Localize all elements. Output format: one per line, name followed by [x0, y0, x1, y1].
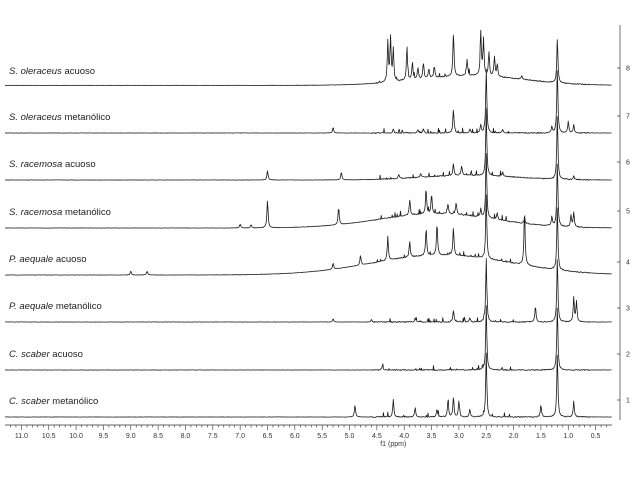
- spectrum-trace: [5, 108, 612, 181]
- x-axis-tick-label: 3.0: [454, 433, 464, 440]
- spectrum-extract: acuoso: [50, 349, 83, 360]
- spectrum-trace: [4, 352, 612, 418]
- spectrum-label: C. scaber metanólico: [9, 396, 98, 407]
- right-axis-tick-label: 2: [626, 352, 630, 359]
- x-axis-tick-label: 10.5: [42, 433, 56, 440]
- spectrum-species: P. aequale: [9, 301, 53, 312]
- spectrum-label: S. racemosa metanólico: [9, 207, 111, 218]
- x-axis-tick-label: 7.0: [235, 433, 245, 440]
- spectrum-extract: acuoso: [62, 159, 95, 170]
- spectrum-extract: metanólico: [62, 112, 111, 123]
- spectrum-species: C. scaber: [9, 349, 50, 360]
- x-axis-tick-label: 4.5: [372, 433, 382, 440]
- x-axis-tick-label: 4.0: [399, 433, 409, 440]
- spectrum-extract: metanólico: [53, 301, 102, 312]
- spectrum-trace: [4, 68, 612, 134]
- spectrum-species: S. oleraceus: [9, 112, 62, 123]
- right-axis-tick-label: 6: [626, 160, 630, 167]
- x-axis-tick-label: 8.0: [181, 433, 191, 440]
- x-axis-tick-label: 11.0: [15, 433, 28, 440]
- right-axis-tick-label: 5: [626, 209, 630, 216]
- x-axis-tick-label: 5.5: [317, 433, 327, 440]
- x-axis-tick-label: 1.0: [563, 433, 573, 440]
- x-axis-tick-label: 9.5: [99, 433, 109, 440]
- x-axis: 11.0 10.5 10.0 9.5 9.0 8.5 8.0 7.5 7.0 6.5 6.0 5.5 5…: [5, 424, 612, 440]
- spectrum-label: P. aequale metanólico: [9, 301, 102, 312]
- x-axis-tick-label: 2.5: [481, 433, 491, 440]
- spectrum-species: S. racemosa: [9, 159, 62, 170]
- spectrum-trace: [4, 305, 612, 371]
- x-axis-tick-label: 10.0: [69, 433, 83, 440]
- right-axis-tick-label: 8: [626, 66, 630, 73]
- x-axis-tick-label: 8.5: [153, 433, 163, 440]
- right-axis-tick-label: 4: [626, 260, 630, 267]
- x-axis-tick-label: 9.0: [126, 433, 136, 440]
- spectrum-species: S. racemosa: [9, 207, 62, 218]
- x-axis-tick-label: 3.5: [427, 433, 437, 440]
- spectrum-trace: [4, 153, 612, 229]
- x-axis-tick-label: 1.5: [536, 433, 546, 440]
- x-axis-tick-label: 0.5: [591, 433, 601, 440]
- spectrum-species: C. scaber: [9, 396, 50, 407]
- spectrum-label: S. oleraceus acuoso: [9, 66, 95, 77]
- spectrum-species: S. oleraceus: [9, 66, 62, 77]
- spectrum-trace: [4, 194, 612, 276]
- x-axis-title: f1 (ppm): [380, 441, 406, 448]
- spectrum-extract: metanólico: [62, 207, 111, 218]
- spectrum-label: S. oleraceus metanólico: [9, 112, 110, 123]
- right-axis-tick-label: 7: [626, 114, 630, 121]
- spectrum-extract: metanólico: [50, 396, 99, 407]
- spectrum-label: C. scaber acuoso: [9, 349, 83, 360]
- x-axis-tick-label: 7.5: [208, 433, 218, 440]
- spectrum-trace: [5, 257, 612, 323]
- right-axis-tick-label: 3: [626, 306, 630, 313]
- x-axis-tick-label: 6.0: [290, 433, 300, 440]
- spectrum-label: P. aequale acuoso: [9, 254, 86, 265]
- x-axis-tick-label: 5.0: [345, 433, 355, 440]
- spectrum-label: S. racemosa acuoso: [9, 159, 96, 170]
- spectrum-traces: [4, 29, 612, 418]
- x-axis-tick-label: 6.5: [263, 433, 273, 440]
- spectrum-trace: [4, 29, 612, 86]
- right-axis-tick-label: 1: [626, 398, 630, 405]
- spectrum-extract: acuoso: [62, 66, 95, 77]
- right-index-axis: 1 2 3 4 5 6 7 8: [617, 25, 630, 420]
- x-axis-tick-label: 2.0: [509, 433, 519, 440]
- spectrum-species: P. aequale: [9, 254, 53, 265]
- spectrum-extract: acuoso: [53, 254, 86, 265]
